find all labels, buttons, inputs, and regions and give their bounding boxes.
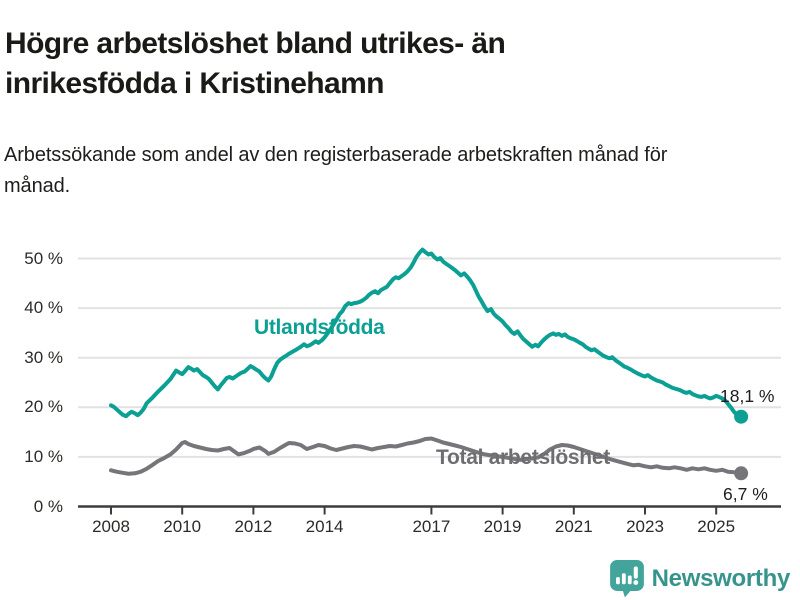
y-tick-label-50: 50 % <box>24 248 63 268</box>
newsworthy-brand: Newsworthy <box>609 560 791 598</box>
x-tick-label-2021: 2021 <box>554 517 593 536</box>
y-tick-label-20: 20 % <box>24 397 63 417</box>
series-end-dot-1 <box>734 466 749 481</box>
y-tick-label-30: 30 % <box>24 347 63 367</box>
page-title: Högre arbetslöshet bland utrikes- än inr… <box>5 27 506 101</box>
x-tick-label-2025: 2025 <box>697 517 736 536</box>
chart-subtitle: Arbetssökande som andel av den registerb… <box>4 144 668 197</box>
end-value-label-utlandsfodda: 18,1 % <box>720 386 775 406</box>
y-tick-label-0: 0 % <box>33 496 63 516</box>
end-value-label-total: 6,7 % <box>723 484 768 504</box>
series-line-0 <box>109 247 744 419</box>
series-label-total-arbetsloshet: Total arbetslöshet <box>436 446 610 469</box>
x-tick-label-2017: 2017 <box>412 517 451 536</box>
newsworthy-logo-icon <box>609 560 644 598</box>
x-tick-label-2008: 2008 <box>92 517 130 536</box>
x-tick-label-2019: 2019 <box>483 517 522 536</box>
y-tick-label-40: 40 % <box>24 298 63 318</box>
series-label-utlandsfodda: Utlandsfödda <box>254 316 385 339</box>
x-tick-label-2023: 2023 <box>626 517 664 536</box>
x-tick-label-2014: 2014 <box>305 517 344 536</box>
y-tick-label-10: 10 % <box>24 446 63 466</box>
series-line-1 <box>109 436 744 476</box>
x-tick-label-2010: 2010 <box>163 517 202 536</box>
newsworthy-wordmark: Newsworthy <box>651 565 791 592</box>
series-end-dot-0 <box>734 409 749 424</box>
x-tick-label-2012: 2012 <box>234 517 273 536</box>
